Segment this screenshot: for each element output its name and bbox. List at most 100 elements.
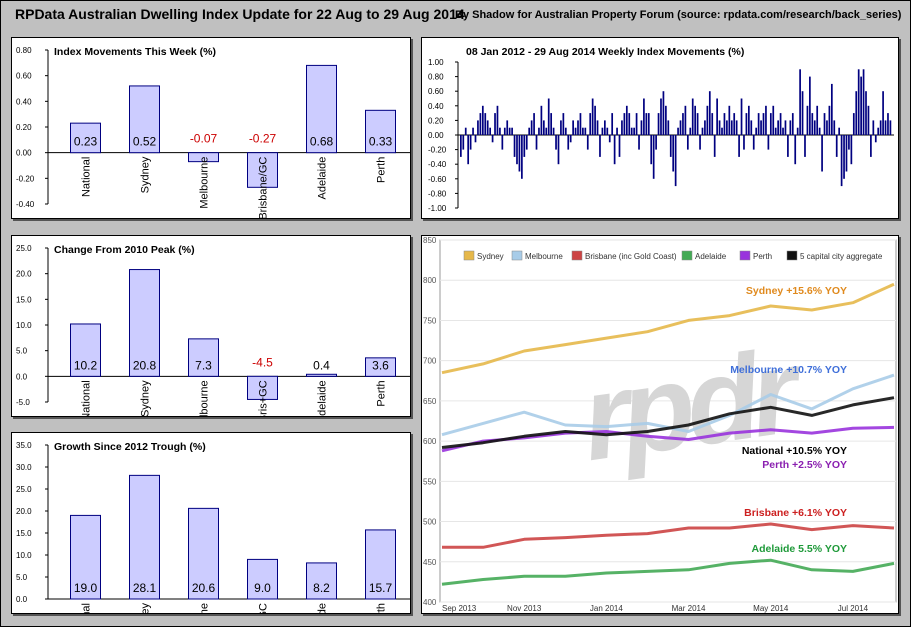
source-credit: (source: rpdata.com/research/back_series… (677, 9, 902, 21)
x-tick-label: National (81, 157, 93, 197)
legend-label: 5 capital city aggregate (800, 252, 883, 261)
series-annotation: Perth +2.5% YOY (762, 459, 847, 471)
y-tick-label: 750 (423, 316, 437, 325)
weekly-bar (699, 135, 701, 150)
y-tick-label: 650 (423, 397, 437, 406)
y-tick-label: 700 (423, 357, 437, 366)
legend-swatch (463, 250, 475, 261)
chart-index-lines: 850 800 750 700 650 600 550 500 450 400 rpdr Sep 20… (423, 236, 897, 613)
weekly-bar (545, 127, 548, 135)
weekly-bar (684, 105, 687, 135)
bar (247, 152, 278, 188)
series-annotation: Melbourne +10.7% YOY (730, 364, 847, 376)
bar (365, 529, 396, 600)
weekly-bar (513, 135, 516, 157)
weekly-bar (706, 105, 709, 135)
x-tick-label: Adelaide (317, 603, 329, 613)
weekly-bar (745, 113, 748, 135)
weekly-bar (586, 135, 589, 150)
bar (365, 109, 396, 154)
weekly-bar (889, 120, 892, 135)
weekly-bar (728, 105, 731, 135)
y-tick-label: 0.80 (16, 46, 32, 55)
weekly-bar (777, 120, 779, 135)
weekly-bar (865, 91, 867, 135)
weekly-bar (787, 135, 789, 157)
weekly-bar (870, 135, 872, 157)
weekly-bar (723, 113, 726, 135)
weekly-bar (662, 91, 665, 135)
y-tick-label: -0.20 (16, 174, 35, 183)
author-credit: By Shadow for Australian Property Forum (455, 9, 675, 21)
weekly-bar (467, 135, 470, 165)
bar (247, 375, 278, 400)
weekly-bar (677, 127, 679, 135)
weekly-bar (569, 135, 572, 143)
series-annotation: Sydney +15.6% YOY (746, 285, 847, 297)
chart-weekly-movements: 08 Jan 2012 - 29 Aug 2014 Weekly Index M… (428, 46, 894, 213)
weekly-bar (484, 113, 487, 135)
weekly-bar (625, 105, 628, 135)
data-label: 0.4 (313, 358, 330, 372)
weekly-bar (872, 120, 875, 135)
weekly-bar (813, 120, 816, 135)
legend-swatch (511, 250, 523, 261)
bar (129, 474, 160, 600)
weekly-bar (713, 135, 716, 157)
y-tick-label: 450 (423, 558, 437, 567)
weekly-bar (530, 120, 533, 135)
weekly-bar (750, 120, 753, 135)
weekly-bar (501, 135, 504, 150)
weekly-bar (730, 120, 733, 135)
bar (129, 269, 160, 377)
weekly-bar (508, 127, 511, 135)
weekly-bar (596, 120, 599, 135)
bar (129, 85, 160, 154)
x-tick-label: Perth (376, 380, 388, 406)
weekly-bar (826, 120, 828, 135)
weekly-bar (772, 105, 775, 135)
y-tick-label: 0.0 (16, 595, 28, 604)
weekly-bar (726, 120, 728, 135)
x-tick-label: Bris+GC (258, 380, 270, 416)
weekly-bar (657, 113, 660, 135)
weekly-bar (818, 127, 821, 135)
weekly-bar (791, 113, 794, 135)
weekly-bar (608, 135, 611, 143)
x-tick-label: National (81, 603, 93, 613)
weekly-bar (735, 120, 738, 135)
weekly-bar (809, 76, 811, 135)
weekly-bar (613, 135, 616, 165)
weekly-bar (516, 135, 518, 165)
weekly-bar (582, 127, 584, 135)
x-tick-label: Sydney (140, 156, 152, 193)
bar (306, 64, 337, 154)
weekly-bar (618, 135, 621, 157)
weekly-bar (616, 127, 618, 135)
y-tick-label: 0.20 (16, 123, 32, 132)
weekly-bar (518, 135, 521, 172)
legend-label: Brisbane (inc Gold Coast) (585, 252, 677, 261)
weekly-bar (489, 127, 491, 135)
weekly-bar (604, 120, 606, 135)
weekly-bar (721, 127, 723, 135)
bar (70, 122, 101, 154)
weekly-bar (799, 69, 801, 135)
weekly-bar (716, 98, 718, 135)
x-tick-label: Sep 2013 (442, 604, 477, 613)
series-annotation: Brisbane +6.1% YOY (744, 507, 847, 519)
weekly-bar (835, 135, 838, 157)
weekly-bar (594, 105, 596, 135)
data-label: 9.0 (254, 581, 271, 595)
weekly-bar (711, 113, 714, 135)
weekly-bar (691, 98, 694, 135)
watermark: rpdr (574, 323, 813, 487)
weekly-bar (884, 120, 887, 135)
data-label: 20.6 (192, 581, 216, 595)
weekly-bar (469, 135, 472, 150)
weekly-bar (823, 113, 826, 135)
weekly-bar (645, 113, 648, 135)
series-line (441, 558, 895, 586)
weekly-bar (755, 127, 758, 135)
series-line (442, 522, 895, 549)
